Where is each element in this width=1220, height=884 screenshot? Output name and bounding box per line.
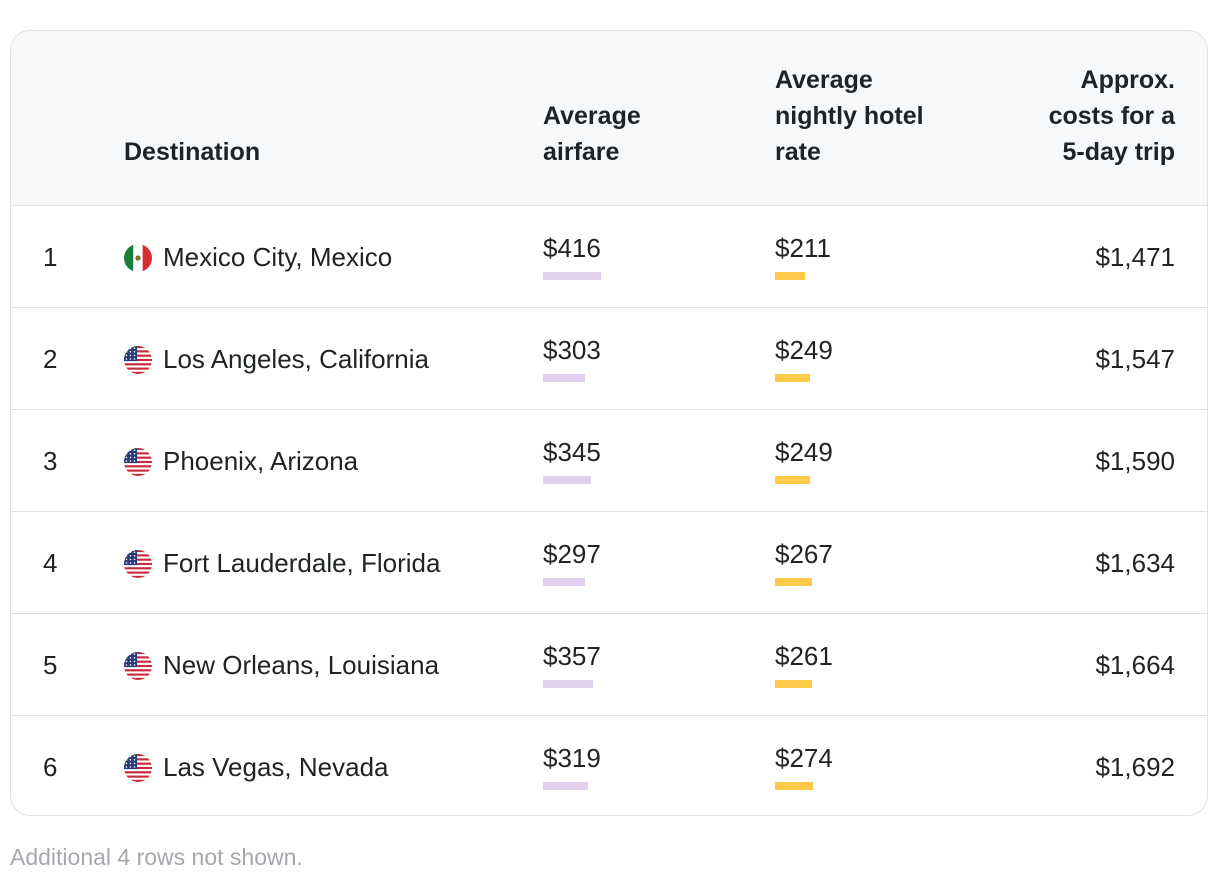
usa-flag-icon xyxy=(124,550,152,578)
destination-cell: Mexico City, Mexico xyxy=(163,242,393,272)
hotel-rate-value: $211 xyxy=(775,233,831,263)
column-header-hotel-rate: Average nightly hotel rate xyxy=(775,66,924,166)
table-row: 5 New Orleans, Louisiana $357 $261 $1,664 xyxy=(11,614,1207,716)
hotel-rate-value: $261 xyxy=(775,641,833,671)
hotel-rate-value: $267 xyxy=(775,539,833,569)
airfare-bar xyxy=(543,578,585,586)
destination-cell: Fort Lauderdale, Florida xyxy=(163,548,441,578)
destination-cell: Phoenix, Arizona xyxy=(163,446,359,476)
airfare-value: $416 xyxy=(543,233,601,263)
trip-cost-value: $1,590 xyxy=(1095,446,1175,476)
table-row: 3 Phoenix, Arizona $345 $249 $1,590 xyxy=(11,410,1207,512)
hotel-rate-value: $249 xyxy=(775,437,833,467)
column-header-airfare: Average airfare xyxy=(543,102,641,166)
airfare-bar xyxy=(543,374,585,382)
mexico-flag-icon xyxy=(124,244,152,272)
trip-cost-value: $1,664 xyxy=(1095,650,1175,680)
rank-cell: 4 xyxy=(43,548,58,578)
usa-flag-icon xyxy=(124,652,152,680)
trip-cost-value: $1,634 xyxy=(1095,548,1175,578)
table-header: Destination Average airfare Average nigh… xyxy=(11,31,1207,206)
table-row: 1 Mexico City, Mexico $416 $211 $1,471 xyxy=(11,206,1207,308)
rank-cell: 3 xyxy=(43,446,58,476)
rank-cell: 2 xyxy=(43,344,58,374)
rank-cell: 6 xyxy=(43,752,58,782)
airfare-value: $345 xyxy=(543,437,601,467)
usa-flag-icon xyxy=(124,448,152,476)
trip-cost-value: $1,547 xyxy=(1095,344,1175,374)
data-table: Destination Average airfare Average nigh… xyxy=(10,30,1208,816)
airfare-value: $297 xyxy=(543,539,601,569)
hotel-rate-bar xyxy=(775,272,805,280)
hotel-rate-bar xyxy=(775,680,812,688)
usa-flag-icon xyxy=(124,346,152,374)
table-row: 2 Los Angeles, California $303 $249 $1,547 xyxy=(11,308,1207,410)
rank-cell: 5 xyxy=(43,650,58,680)
column-header-trip-cost: Approx. costs for a 5-day trip xyxy=(1048,66,1175,166)
trip-cost-value: $1,692 xyxy=(1095,752,1175,782)
hotel-rate-bar xyxy=(775,476,810,484)
table-row: 6 Las Vegas, Nevada $319 $274 $1,692 xyxy=(11,716,1207,815)
hotel-rate-value: $249 xyxy=(775,335,833,365)
hotel-rate-value: $274 xyxy=(775,743,833,773)
hotel-rate-bar xyxy=(775,578,812,586)
hotel-rate-bar xyxy=(775,374,810,382)
airfare-value: $303 xyxy=(543,335,601,365)
usa-flag-icon xyxy=(124,754,152,782)
trip-cost-value: $1,471 xyxy=(1095,242,1175,272)
destination-cell: Los Angeles, California xyxy=(163,344,429,374)
airfare-bar xyxy=(543,782,588,790)
column-header-destination: Destination xyxy=(124,138,261,166)
airfare-bar xyxy=(543,476,591,484)
hotel-rate-bar xyxy=(775,782,813,790)
airfare-bar xyxy=(543,680,593,688)
airfare-bar xyxy=(543,272,601,280)
table-row: 4 Fort Lauderdale, Florida $297 $267 $1,634 xyxy=(11,512,1207,614)
airfare-value: $357 xyxy=(543,641,601,671)
destination-cell: Las Vegas, Nevada xyxy=(163,752,389,782)
footnote: Additional 4 rows not shown. xyxy=(10,844,303,870)
airfare-value: $319 xyxy=(543,743,601,773)
rank-cell: 1 xyxy=(43,242,58,272)
destination-cell: New Orleans, Louisiana xyxy=(163,650,440,680)
